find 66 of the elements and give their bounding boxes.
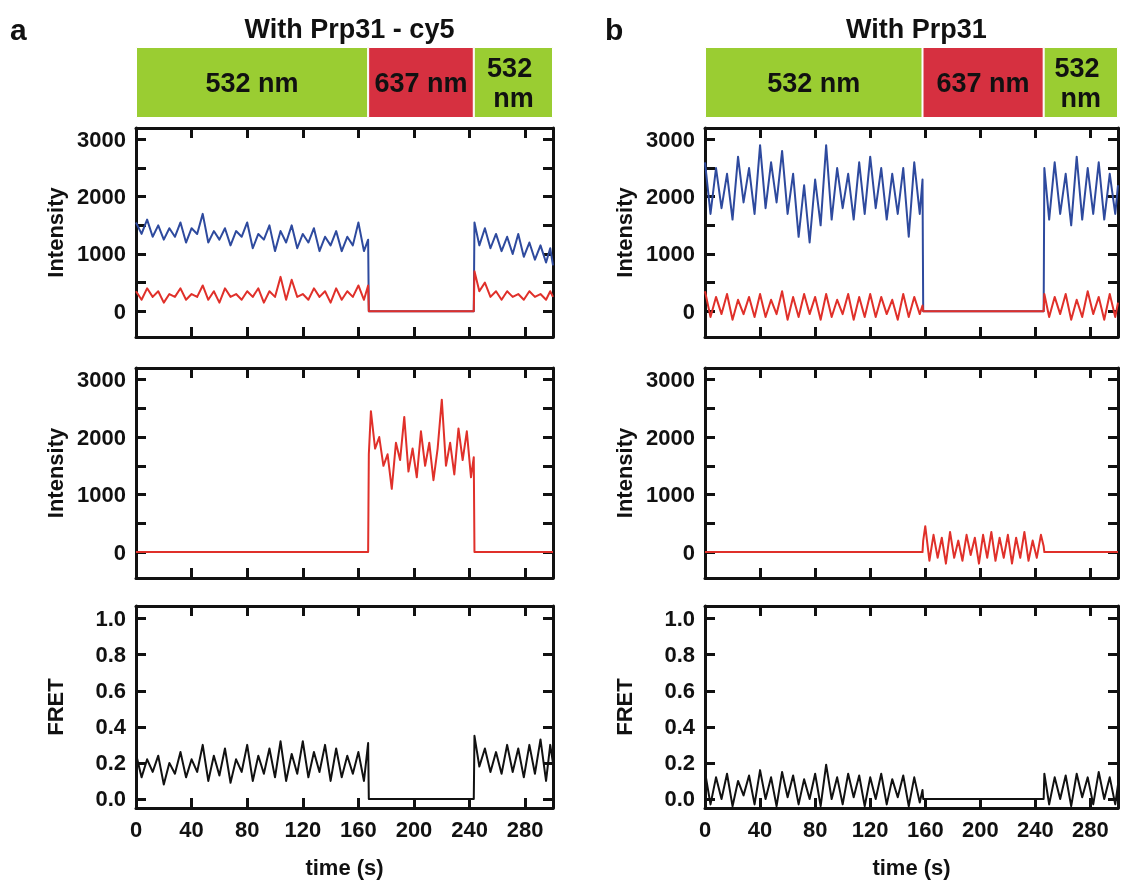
chart-title: With Prp31 - cy5: [244, 13, 455, 44]
y-tick-label: 2000: [77, 184, 126, 210]
series-label: 532 nm: [487, 52, 540, 113]
x-tick-label: 200: [395, 816, 433, 842]
x-tick-label: 240: [451, 816, 488, 842]
y-tick-label: 0.0: [95, 786, 126, 812]
chart-title: With Prp31: [846, 13, 987, 44]
x-axis-title: time (s): [872, 854, 951, 880]
y-tick-label: 2000: [646, 424, 695, 450]
y-tick-label: 3000: [646, 367, 695, 393]
y-tick-label: 2000: [646, 184, 695, 210]
y-tick-label: 0.8: [95, 642, 126, 668]
x-tick-label: 280: [506, 816, 544, 842]
y-tick-label: 0: [113, 298, 126, 324]
y-tick-label: 1000: [77, 482, 126, 508]
y-axis-title: Intensity: [611, 427, 637, 519]
series-label: 532 nm: [205, 67, 299, 98]
y-tick-label: 1000: [77, 241, 126, 267]
line-series: [135, 398, 554, 554]
y-tick-label: 2000: [77, 424, 126, 450]
x-tick-label: 40: [747, 816, 773, 842]
series-label: 637 nm: [936, 67, 1030, 98]
y-tick-label: 3000: [77, 367, 126, 393]
y-tick-label: 0.2: [664, 750, 695, 776]
line-series: [704, 290, 1119, 321]
y-axis-title: Intensity: [611, 186, 637, 278]
y-tick-label: 0: [113, 539, 126, 565]
x-tick-label: 0: [129, 816, 143, 842]
y-axis-title: Intensity: [42, 186, 68, 278]
series-label: 637 nm: [374, 67, 468, 98]
y-tick-label: 0.4: [95, 714, 127, 740]
x-tick-label: 80: [802, 816, 828, 842]
x-tick-label: 280: [1072, 816, 1109, 842]
x-tick-label: 80: [234, 816, 260, 842]
y-tick-label: 3000: [646, 126, 695, 152]
y-tick-label: 1000: [646, 482, 695, 508]
y-axis-title: FRET: [42, 677, 68, 736]
text: a: [10, 12, 27, 46]
y-tick-label: 0.6: [664, 678, 695, 704]
y-axis-title: FRET: [611, 677, 637, 736]
series-label: 532 nm: [1054, 52, 1108, 113]
series-label: 532 nm: [767, 67, 861, 98]
x-axis-title: time (s): [305, 854, 384, 880]
y-tick-label: 0: [682, 539, 695, 565]
y-tick-label: 0.6: [95, 678, 126, 704]
text: b: [605, 12, 624, 46]
line-series: [704, 525, 1119, 565]
y-tick-label: 3000: [77, 126, 126, 152]
y-tick-label: 1000: [646, 241, 695, 267]
y-tick-label: 1.0: [95, 606, 126, 632]
x-tick-label: 200: [961, 816, 999, 842]
x-tick-label: 40: [179, 816, 204, 842]
y-tick-label: 0.0: [664, 786, 695, 812]
y-tick-label: 0.4: [664, 714, 696, 740]
y-tick-label: 1.0: [664, 606, 695, 632]
x-tick-label: 120: [284, 816, 322, 842]
line-series: [135, 270, 554, 313]
x-tick-label: 0: [698, 816, 712, 842]
y-axis-title: Intensity: [42, 427, 68, 519]
x-tick-label: 120: [851, 816, 889, 842]
y-tick-label: 0.8: [664, 642, 695, 668]
x-tick-label: 240: [1017, 816, 1054, 842]
x-tick-label: 160: [340, 816, 377, 842]
x-tick-label: 160: [906, 816, 944, 842]
y-tick-label: 0.2: [95, 750, 126, 776]
y-tick-label: 0: [682, 298, 695, 324]
